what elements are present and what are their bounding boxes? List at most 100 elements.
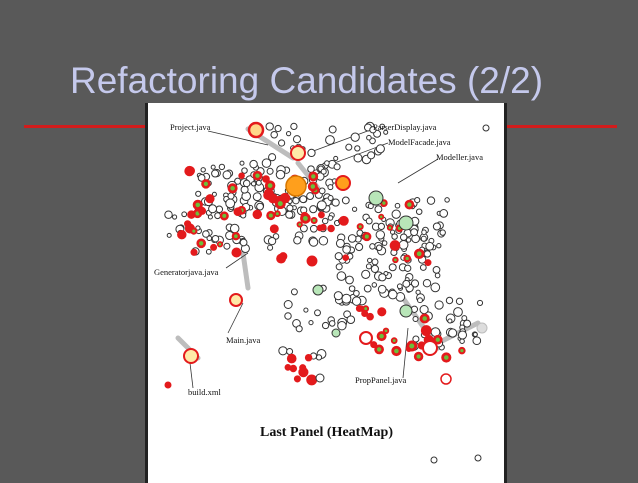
graph-node [312, 284, 324, 296]
graph-nodes-hot [164, 121, 490, 464]
graph-node [222, 213, 227, 218]
graph-node [394, 348, 399, 354]
graph-node [327, 224, 335, 233]
graph-node [410, 228, 419, 237]
graph-node [459, 338, 465, 344]
graph-node [192, 229, 196, 233]
graph-node [419, 305, 429, 315]
graph-node [274, 124, 282, 133]
graph-node [265, 122, 274, 131]
label-main-java: Main.java [226, 335, 260, 345]
graph-node [432, 266, 441, 274]
graph-node [366, 312, 374, 321]
label-project-java: Project.java [170, 122, 211, 132]
graph-node [392, 339, 396, 343]
graph-node [444, 355, 449, 360]
graph-node [374, 205, 383, 214]
graph-node [318, 236, 329, 246]
graph-node [378, 273, 387, 282]
graph-node [172, 214, 178, 220]
slide-title: Refactoring Candidates (2/2) [70, 60, 544, 101]
graph-node [293, 375, 301, 383]
graph-node [164, 381, 172, 389]
graph-node [396, 283, 403, 290]
heatmap-panel: Project.java ParserDisplay.java ModelFac… [145, 103, 507, 483]
graph-node [337, 320, 347, 331]
graph-node [375, 144, 385, 154]
graph-node [398, 215, 414, 231]
graph-node [234, 234, 238, 239]
graph-node [299, 195, 308, 204]
graph-node [218, 163, 226, 171]
graph-node [371, 258, 379, 266]
graph-node [211, 191, 217, 197]
graph-node [416, 251, 422, 257]
graph-edge [435, 320, 481, 346]
graph-node [195, 190, 202, 197]
graph-node [354, 145, 361, 152]
graph-node [268, 213, 273, 218]
graph-node [166, 232, 172, 238]
graph-node [263, 190, 273, 201]
graph-node [379, 215, 383, 219]
graph-node [366, 134, 372, 141]
graph-node [377, 222, 385, 230]
graph-node [434, 300, 444, 310]
graph-node [415, 289, 421, 295]
graph-node [275, 212, 279, 216]
graph-node [338, 215, 349, 226]
graph-node [399, 304, 413, 318]
graph-node [422, 340, 438, 356]
graph-node [311, 174, 316, 179]
label-build-xml: build.xml [188, 387, 221, 397]
graph-node [369, 243, 376, 250]
graph-node [434, 272, 441, 279]
graph-node [457, 330, 468, 340]
graph-node [410, 279, 420, 288]
graph-node [460, 348, 464, 353]
graph-node [440, 373, 452, 385]
graph-node [371, 282, 378, 288]
heatmap-graph: Project.java ParserDisplay.java ModelFac… [154, 121, 490, 464]
graph-node [379, 123, 386, 130]
graph-node [316, 224, 324, 232]
node-labels: Project.java ParserDisplay.java ModelFac… [154, 122, 483, 397]
graph-node [355, 242, 364, 252]
graph-node [284, 364, 292, 371]
graph-node [420, 325, 432, 337]
label-generatorjava-java: Generatorjava.java [154, 267, 219, 277]
graph-node [295, 325, 303, 333]
graph-node [222, 170, 232, 180]
graph-node [425, 241, 435, 251]
graph-node [351, 206, 358, 212]
leader-line [397, 158, 439, 184]
graph-node [335, 238, 345, 248]
graph-node [420, 235, 427, 242]
graph-node [341, 196, 350, 205]
graph-node [239, 160, 245, 166]
graph-node [315, 373, 325, 383]
graph-node [367, 151, 376, 160]
graph-node [461, 315, 468, 322]
graph-node [214, 212, 221, 220]
graph-node [365, 217, 373, 225]
graph-node [249, 159, 258, 169]
graph-node [321, 217, 329, 225]
graph-node [353, 153, 363, 163]
graph-node [426, 196, 436, 205]
graph-node [218, 242, 222, 246]
graph-node [336, 271, 347, 281]
graph-node [239, 238, 248, 247]
graph-node [229, 223, 240, 234]
diagram-caption: Last Panel (HeatMap) [260, 425, 393, 440]
graph-node [299, 224, 308, 233]
leader-line [402, 327, 409, 379]
graph-node [303, 307, 309, 313]
graph-node [379, 333, 384, 339]
graph-node [195, 202, 201, 208]
graph-node [463, 319, 472, 328]
graph-node [290, 122, 298, 131]
graph-node [242, 179, 251, 188]
graph-node [227, 192, 235, 200]
graph-node [417, 297, 423, 304]
